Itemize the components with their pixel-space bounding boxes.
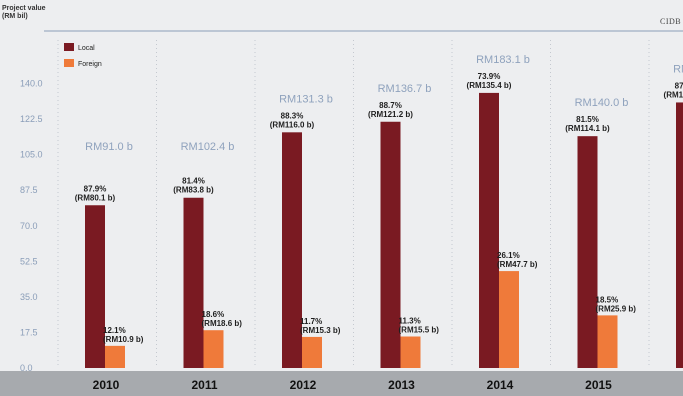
local-value-label: (RM130.7 b) <box>664 90 683 99</box>
legend-label-foreign: Foreign <box>78 61 102 68</box>
legend: Local Foreign <box>64 43 102 68</box>
bar-local-2011 <box>183 197 204 368</box>
foreign-pct-label: 18.5% <box>596 295 619 304</box>
local-pct-label: 87.8% <box>675 81 683 90</box>
x-tick-label: 2013 <box>388 378 415 392</box>
local-pct-label: 81.4% <box>182 177 205 186</box>
total-label: RM131.3 b <box>279 93 333 105</box>
foreign-pct-label: 12.1% <box>103 326 126 335</box>
total-label: RM136.7 b <box>378 83 432 95</box>
y-tick-label: 52.5 <box>20 256 38 266</box>
y-tick-label: 70.0 <box>20 221 38 231</box>
x-tick-label: 2011 <box>191 378 217 392</box>
local-value-label: (RM83.8 b) <box>173 186 214 195</box>
foreign-value-label: (RM10.9 b) <box>103 335 144 344</box>
legend-swatch-local <box>64 43 74 51</box>
local-value-label: (RM116.0 b) <box>270 120 315 129</box>
total-label: RM140.0 b <box>575 97 629 109</box>
x-axis-band <box>0 371 683 396</box>
legend-label-local: Local <box>78 45 95 52</box>
local-pct-label: 87.9% <box>84 184 107 193</box>
local-value-label: (RM80.1 b) <box>75 193 116 202</box>
x-tick-label: 2012 <box>290 378 317 392</box>
bar-foreign-2010 <box>105 345 125 368</box>
bar-local-2013 <box>380 121 401 368</box>
bar-foreign-2011 <box>203 330 224 368</box>
bar-local-2014 <box>479 92 499 369</box>
bar-foreign-2012 <box>302 336 322 368</box>
foreign-value-label: (RM47.7 b) <box>497 260 538 269</box>
y-tick-label: 17.5 <box>20 327 38 337</box>
x-tick-label: 2014 <box>487 378 514 392</box>
bars <box>85 92 683 369</box>
total-label: RM183.1 b <box>476 54 530 66</box>
total-label: RM102.4 b <box>181 141 235 153</box>
y-axis-label-line-2: (RM bil) <box>2 13 28 20</box>
legend-swatch-foreign <box>64 59 74 67</box>
local-pct-label: 81.5% <box>576 115 599 124</box>
y-tick-label: 140.0 <box>20 79 43 89</box>
local-pct-label: 88.3% <box>281 111 304 120</box>
total-label: RM91.0 b <box>85 141 133 153</box>
x-axis: 2010201120122013201420152016 <box>93 378 613 392</box>
foreign-value-label: (RM18.6 b) <box>202 319 243 328</box>
foreign-pct-label: 26.1% <box>497 251 520 260</box>
bar-local-2015 <box>577 136 598 368</box>
foreign-value-label: (RM15.3 b) <box>300 326 341 335</box>
data-labels: 87.9%(RM80.1 b) 12.1%(RM10.9 b) RM91.0 b 81… <box>75 54 683 344</box>
bar-local-2016 <box>676 102 683 368</box>
bar-foreign-2014 <box>499 271 519 368</box>
foreign-pct-label: 11.3% <box>399 317 421 326</box>
x-tick-label: 2010 <box>93 378 120 392</box>
foreign-pct-label: 11.7% <box>300 317 322 326</box>
x-tick-label: 2015 <box>585 378 612 392</box>
category-separators <box>57 40 650 368</box>
y-axis-label-line-1: Project value <box>2 5 46 12</box>
local-pct-label: 88.7% <box>379 101 402 110</box>
y-tick-label: 122.5 <box>20 114 43 124</box>
y-tick-label: 87.5 <box>20 185 38 195</box>
bar-foreign-2013 <box>400 336 421 368</box>
y-tick-label: 35.0 <box>20 292 38 302</box>
local-pct-label: 73.9% <box>478 72 501 81</box>
total-label: RM148.8 b <box>673 63 683 75</box>
local-value-label: (RM121.2 b) <box>368 110 413 119</box>
y-tick-label: 105.0 <box>20 150 43 160</box>
bar-local-2012 <box>282 132 302 368</box>
foreign-value-label: (RM15.5 b) <box>399 326 440 335</box>
bar-local-2010 <box>85 205 105 368</box>
y-axis: 0.0 17.5 35.0 52.5 70.0 87.5 105.0 122.5 140.0 <box>20 79 43 373</box>
foreign-pct-label: 18.6% <box>202 310 225 319</box>
source-label: CIDB <box>660 17 681 26</box>
foreign-value-label: (RM25.9 b) <box>596 304 637 313</box>
local-value-label: (RM114.1 b) <box>565 124 610 133</box>
local-value-label: (RM135.4 b) <box>467 81 512 90</box>
y-tick-label: 0.0 <box>20 363 33 373</box>
bar-foreign-2015 <box>597 315 618 368</box>
